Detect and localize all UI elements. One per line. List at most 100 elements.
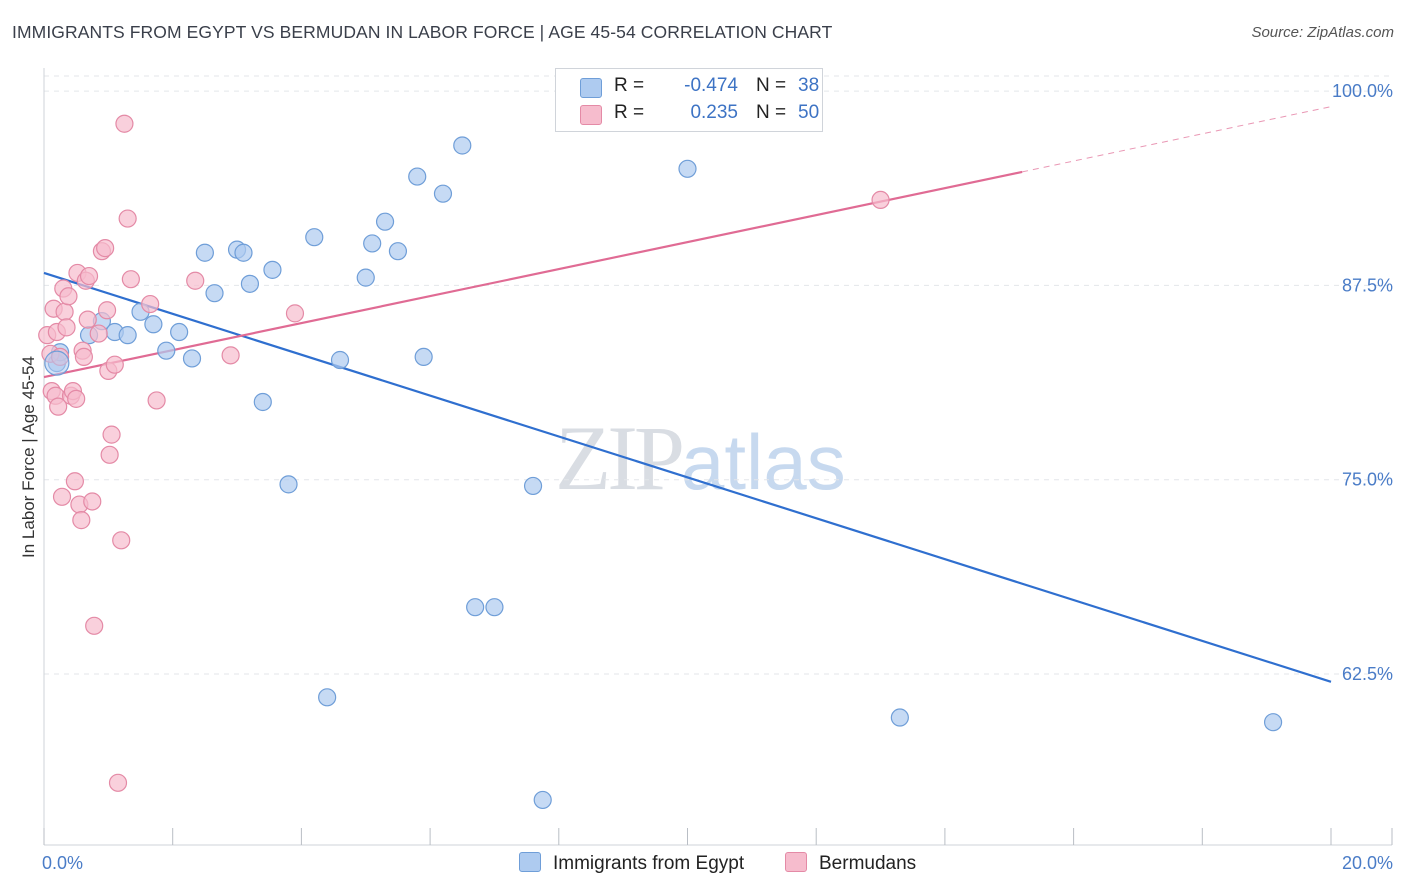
egypt-point	[375, 212, 395, 231]
bermudan-point	[115, 114, 134, 133]
x-tick-label: 20.0%	[1342, 853, 1393, 873]
bermudan-legend-label: Bermudans	[819, 853, 917, 874]
bermudan-point	[186, 271, 205, 290]
legend-item-bermudans[interactable]: Bermudans	[785, 852, 916, 875]
legend-item-egypt[interactable]: Immigrants from Egypt	[519, 852, 744, 875]
bermudan-point	[78, 310, 97, 329]
bermudan-point	[72, 511, 91, 530]
egypt-n-value: 38	[798, 75, 820, 96]
egypt-point	[279, 475, 298, 494]
bermudan-point	[67, 389, 86, 408]
bermudan-point	[57, 318, 76, 337]
bermudan-legend-swatch	[785, 852, 807, 872]
egypt-point	[305, 228, 324, 247]
bermudan-point	[121, 270, 140, 289]
egypt-point	[170, 322, 189, 342]
egypt-point	[205, 284, 224, 303]
bermudan-point	[97, 301, 117, 320]
egypt-swatch	[580, 78, 602, 98]
grid-layer	[44, 75, 1392, 675]
egypt-r-value: -0.474	[684, 75, 738, 96]
bermudan-point	[221, 346, 240, 365]
egypt-point	[240, 274, 260, 293]
x-tick-label: 0.0%	[42, 853, 83, 873]
watermark-zip: ZIP	[555, 407, 685, 509]
bermudan-point	[49, 397, 68, 416]
bermudan-point	[100, 445, 119, 464]
egypt-trend-line	[43, 271, 1332, 683]
bermudan-point	[85, 616, 104, 635]
egypt-legend-swatch	[519, 852, 541, 872]
egypt-point	[678, 159, 697, 178]
egypt-point	[318, 688, 337, 707]
bermudan-swatch	[580, 105, 602, 125]
egypt-r-label: R =	[614, 75, 645, 96]
egypt-point	[890, 708, 909, 727]
egypt-point	[263, 260, 282, 279]
trend-layer	[43, 106, 1332, 683]
egypt-point	[388, 242, 408, 261]
y-tick-label: 75.0%	[1342, 470, 1393, 490]
source-label: Source: ZipAtlas.com	[1251, 24, 1394, 41]
egypt-point	[195, 243, 214, 262]
egypt-point	[1263, 713, 1283, 732]
egypt-point	[144, 315, 163, 334]
egypt-point	[485, 598, 504, 617]
chart-title: IMMIGRANTS FROM EGYPT VS BERMUDAN IN LAB…	[12, 22, 833, 42]
egypt-point	[44, 350, 70, 376]
egypt-point	[466, 598, 485, 617]
bermudan-n-value: 50	[798, 102, 820, 123]
egypt-point	[453, 136, 472, 155]
y-tick-label: 62.5%	[1342, 664, 1393, 684]
bermudan-trend-line	[43, 170, 1023, 379]
bermudan-trend-line	[1022, 106, 1332, 173]
bermudan-point	[52, 487, 72, 506]
bermudan-r-value: 0.235	[690, 102, 738, 123]
egypt-point	[523, 476, 543, 496]
watermark-atlas: atlas	[681, 418, 846, 506]
egypt-n-label: N =	[756, 75, 787, 96]
egypt-point	[356, 268, 375, 287]
bermudan-point	[65, 472, 84, 491]
egypt-point	[433, 184, 453, 203]
egypt-point	[408, 167, 427, 186]
bermudan-n-label: N =	[756, 102, 787, 123]
label-layer: 62.5% 75.0% 87.5% 100.0% 0.0% 20.0% In Labor F…	[19, 81, 1393, 873]
bermudan-point	[102, 425, 121, 444]
bermudan-point	[59, 287, 78, 306]
bermudan-point	[108, 773, 128, 792]
bermudan-point	[118, 209, 137, 228]
bermudan-point	[141, 294, 160, 314]
y-tick-label: 87.5%	[1342, 275, 1393, 295]
bermudan-point	[96, 238, 115, 258]
axis-layer	[43, 68, 1393, 846]
bermudan-point	[79, 266, 99, 286]
egypt-point	[118, 326, 137, 345]
egypt-point	[157, 341, 176, 360]
bermudan-point	[112, 531, 131, 550]
bermudan-point	[55, 302, 74, 321]
bermudan-point	[871, 190, 890, 210]
series-legend: Immigrants from Egypt Bermudans	[0, 852, 1406, 878]
bermudan-point	[105, 355, 124, 374]
egypt-legend-label: Immigrants from Egypt	[553, 853, 745, 874]
egypt-point	[414, 347, 433, 367]
egypt-point	[182, 349, 202, 368]
bermudan-point	[89, 324, 108, 343]
egypt-point	[330, 350, 350, 370]
egypt-point	[533, 790, 552, 810]
egypt-point	[234, 243, 253, 262]
bermudan-point	[285, 304, 305, 323]
y-axis-title: In Labor Force | Age 45-54	[19, 356, 38, 558]
bermudan-point	[83, 492, 102, 511]
bermudan-point	[147, 391, 166, 410]
bermudan-point	[74, 347, 93, 367]
watermark: ZIPatlas	[555, 405, 846, 511]
egypt-point	[363, 234, 382, 253]
bermudan-r-label: R =	[614, 102, 645, 123]
y-tick-label: 100.0%	[1332, 81, 1393, 101]
correlation-legend: R = -0.474 N = 38 R = 0.235 N = 50	[555, 68, 823, 132]
points-layer	[38, 114, 1283, 810]
egypt-point	[253, 392, 272, 412]
